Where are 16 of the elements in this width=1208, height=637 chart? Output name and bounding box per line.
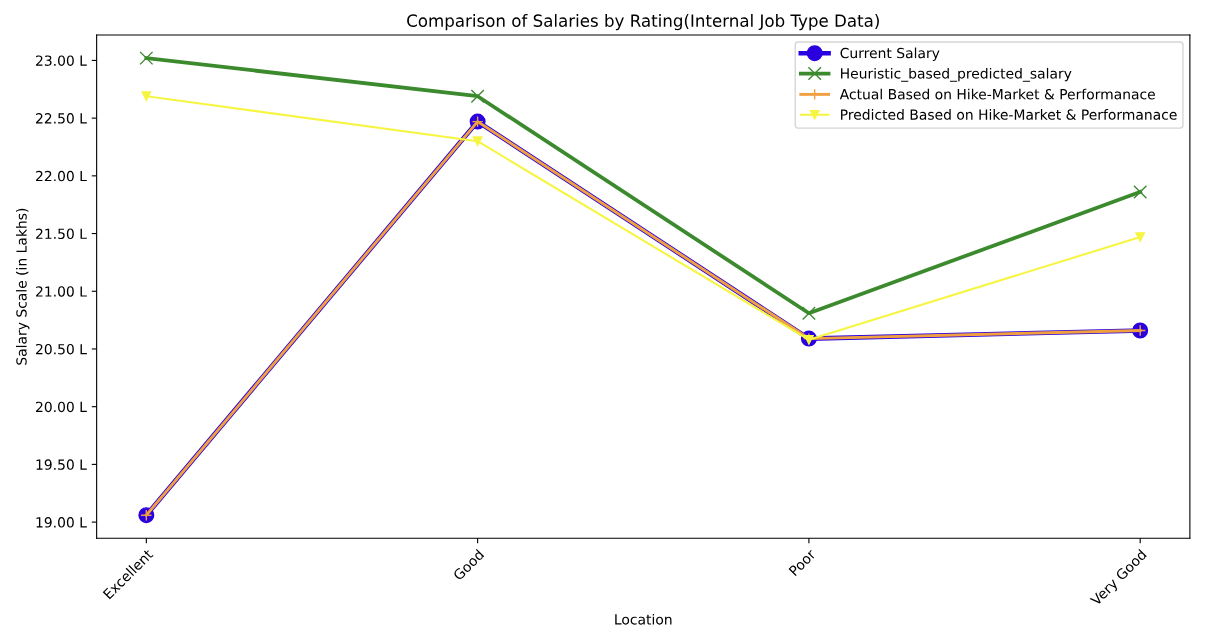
y-tick-label: 22.00 L [36, 170, 87, 182]
y-tick-label: 22.50 L [36, 113, 87, 124]
y-tick-label: 21.00 L [36, 286, 87, 297]
chart-title: Comparison of Salaries by Rating(Internal Job Type Data) [407, 14, 879, 31]
y-tick-label: 19.00 L [36, 517, 87, 528]
y-tick-label: 20.00 L [36, 401, 87, 413]
legend-label: Heuristic_based_predicted_salary [841, 67, 1072, 82]
x-axis-title: Location [615, 613, 672, 625]
y-tick-label: 21.50 L [36, 228, 87, 240]
y-axis-title: Salary Scale (in Lakhs) [16, 208, 30, 365]
y-tick-label: 20.50 L [36, 343, 87, 355]
y-tick-label: 23.00 L [36, 55, 87, 66]
legend-label: Predicted Based on Hike-Market & Performanace [841, 109, 1177, 120]
legend-label: Actual Based on Hike-Market & Performanace [839, 88, 1155, 100]
y-tick-label: 19.50 L [36, 459, 87, 470]
legend-label: Current Salary [840, 47, 940, 61]
